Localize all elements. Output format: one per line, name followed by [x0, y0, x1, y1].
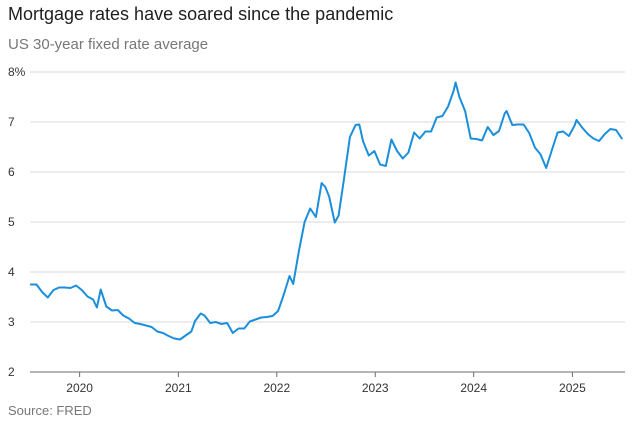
- grid-layer: [30, 71, 625, 373]
- x-tick-label: 2025: [559, 381, 586, 395]
- chart-subtitle: US 30-year fixed rate average: [8, 36, 209, 53]
- y-tick-label: 7: [8, 115, 15, 129]
- x-tick-label: 2023: [362, 381, 389, 395]
- series-layer: [29, 81, 623, 341]
- x-tick-label: 2020: [66, 381, 93, 395]
- y-tick-label: 2: [8, 365, 15, 379]
- series-line: [29, 81, 623, 341]
- source-note: Source: FRED: [8, 403, 92, 418]
- y-tick-label: 5: [8, 215, 15, 229]
- x-tick-label: 2024: [460, 381, 487, 395]
- y-tick-label: 6: [8, 165, 15, 179]
- chart-title: Mortgage rates have soared since the pan…: [8, 4, 394, 24]
- y-tick-label: 8%: [8, 65, 26, 79]
- x-tick-label: 2021: [165, 381, 192, 395]
- y-tick-label: 3: [8, 315, 15, 329]
- y-axis-ticks: 2 3 4 5 6 7 8%: [8, 65, 26, 379]
- y-tick-label: 4: [8, 265, 15, 279]
- x-tick-label: 2022: [263, 381, 290, 395]
- x-axis-ticks: 2020 2021 2022 2023 2024 2025: [66, 372, 586, 395]
